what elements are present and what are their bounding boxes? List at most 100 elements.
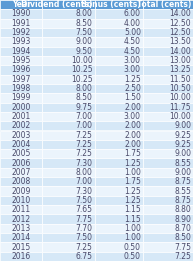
Text: 1.00: 1.00 <box>124 168 141 177</box>
Bar <box>42 28 95 37</box>
Text: 9.25: 9.25 <box>174 140 191 149</box>
Text: 1993: 1993 <box>12 37 31 46</box>
Bar <box>0 130 42 140</box>
Bar <box>42 19 95 28</box>
Text: 1.15: 1.15 <box>124 205 141 214</box>
Bar <box>0 37 42 47</box>
Bar <box>95 47 143 56</box>
Bar <box>95 121 143 130</box>
Bar <box>42 75 95 84</box>
Text: 10.00: 10.00 <box>169 112 191 121</box>
Bar <box>0 177 42 186</box>
Bar <box>0 75 42 84</box>
Bar <box>95 186 143 196</box>
Bar <box>42 214 95 224</box>
Bar <box>0 112 42 121</box>
Text: 8.50: 8.50 <box>76 93 93 102</box>
Text: 2012: 2012 <box>12 215 31 224</box>
Bar <box>42 252 95 261</box>
Text: 1.75: 1.75 <box>124 177 141 186</box>
Text: 2015: 2015 <box>12 242 31 252</box>
Text: 2011: 2011 <box>12 205 31 214</box>
Bar <box>143 112 193 121</box>
Bar <box>143 205 193 214</box>
Bar <box>95 56 143 65</box>
Text: 1991: 1991 <box>12 19 31 28</box>
Bar <box>0 158 42 168</box>
Bar <box>42 224 95 233</box>
Bar <box>0 47 42 56</box>
Bar <box>143 177 193 186</box>
Bar <box>42 103 95 112</box>
Bar <box>42 233 95 242</box>
Bar <box>143 47 193 56</box>
Text: Total (cents): Total (cents) <box>137 0 191 9</box>
Text: 2009: 2009 <box>12 187 31 195</box>
Text: 7.25: 7.25 <box>76 131 93 140</box>
Bar <box>95 103 143 112</box>
Text: 2004: 2004 <box>12 140 31 149</box>
Text: 0.50: 0.50 <box>124 252 141 261</box>
Text: 2003: 2003 <box>12 131 31 140</box>
Bar <box>42 37 95 47</box>
Bar <box>42 56 95 65</box>
Text: 8.75: 8.75 <box>174 196 191 205</box>
Text: 7.50: 7.50 <box>76 28 93 37</box>
Text: 9.00: 9.00 <box>174 168 191 177</box>
Bar <box>0 93 42 103</box>
Bar <box>143 37 193 47</box>
Text: 13.50: 13.50 <box>169 37 191 46</box>
Text: 7.25: 7.25 <box>76 149 93 158</box>
Text: 1995: 1995 <box>12 56 31 65</box>
Bar <box>143 233 193 242</box>
Bar <box>95 93 143 103</box>
Text: 6.75: 6.75 <box>76 252 93 261</box>
Bar <box>0 233 42 242</box>
Text: 7.70: 7.70 <box>76 224 93 233</box>
Text: 13.25: 13.25 <box>169 66 191 74</box>
Bar <box>42 168 95 177</box>
Text: 1.00: 1.00 <box>124 224 141 233</box>
Text: 8.70: 8.70 <box>174 224 191 233</box>
Text: 10.25: 10.25 <box>71 66 93 74</box>
Text: 1.25: 1.25 <box>124 75 141 84</box>
Bar <box>0 242 42 252</box>
Bar <box>95 28 143 37</box>
Text: 9.00: 9.00 <box>174 149 191 158</box>
Bar <box>42 158 95 168</box>
Bar <box>95 205 143 214</box>
Text: 8.55: 8.55 <box>174 159 191 168</box>
Text: 7.75: 7.75 <box>174 242 191 252</box>
Text: 2002: 2002 <box>12 121 31 130</box>
Text: 14.00: 14.00 <box>169 9 191 19</box>
Bar <box>95 75 143 84</box>
Text: 7.25: 7.25 <box>76 242 93 252</box>
Bar <box>95 224 143 233</box>
Bar <box>0 205 42 214</box>
Text: 1.15: 1.15 <box>124 215 141 224</box>
Bar <box>0 196 42 205</box>
Text: 7.65: 7.65 <box>76 205 93 214</box>
Bar <box>143 168 193 177</box>
Bar <box>95 214 143 224</box>
Text: 3.00: 3.00 <box>124 56 141 65</box>
Bar <box>143 121 193 130</box>
Text: 1.50: 1.50 <box>124 93 141 102</box>
Text: 7.50: 7.50 <box>76 196 93 205</box>
Bar <box>0 9 42 19</box>
Bar <box>143 242 193 252</box>
Bar <box>42 130 95 140</box>
Bar <box>95 0 143 9</box>
Text: 7.00: 7.00 <box>76 177 93 186</box>
Bar <box>143 9 193 19</box>
Bar <box>143 65 193 75</box>
Text: 7.75: 7.75 <box>76 215 93 224</box>
Text: 6.00: 6.00 <box>124 9 141 19</box>
Bar <box>95 168 143 177</box>
Bar <box>95 158 143 168</box>
Bar <box>143 75 193 84</box>
Text: 8.90: 8.90 <box>174 215 191 224</box>
Bar <box>0 84 42 93</box>
Bar <box>42 0 95 9</box>
Text: 8.80: 8.80 <box>174 205 191 214</box>
